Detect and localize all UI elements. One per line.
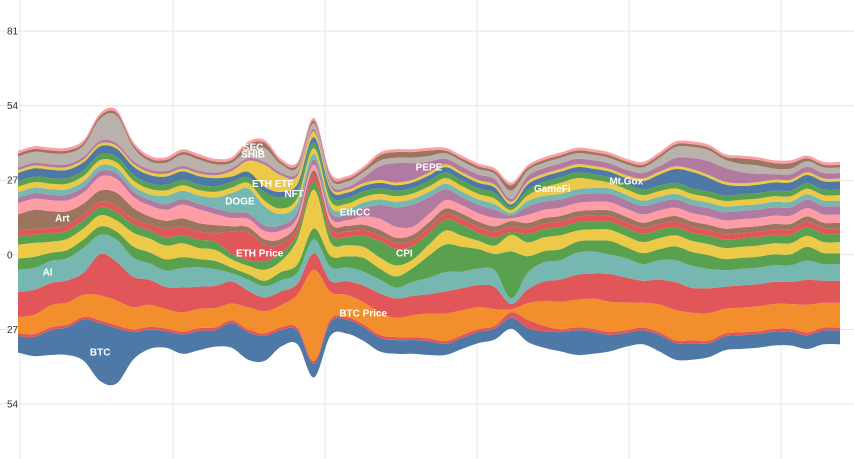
stream-layer-ai <box>18 234 840 305</box>
stream-label: GameFi <box>534 184 571 195</box>
y-axis: 81 54 27 0 27 54 <box>7 27 19 411</box>
stream-label: SEC <box>243 142 264 153</box>
stream-label: ETH ETF <box>252 179 294 190</box>
stream-layer-btc-price <box>18 269 840 362</box>
stream-label: ETH Price <box>236 249 284 260</box>
stream-layer-doge <box>18 153 840 227</box>
y-tick-label: 0 <box>7 250 13 261</box>
stream-layer-art <box>18 170 840 247</box>
stream-label: CPI <box>396 248 413 259</box>
stream-layer-cpi <box>18 181 840 270</box>
stream-layer-shib <box>18 113 840 200</box>
stream-label: DOGE <box>225 196 255 207</box>
stream-label: AI <box>43 268 53 279</box>
stream-layer-gamefi <box>18 148 840 215</box>
stream-layer-staking <box>18 189 840 281</box>
stream-layer-eth-etf <box>18 131 840 205</box>
stream-label: BTC Price <box>339 309 387 320</box>
stream-layer-ethcc <box>18 159 840 233</box>
stream-layer-layer2 <box>18 226 840 299</box>
stream-layer-mt-gox <box>18 137 840 208</box>
stream-layer-sec <box>18 110 840 191</box>
y-tick-label: 27 <box>7 176 19 187</box>
stream-label: SHIB <box>241 149 265 160</box>
stream-layer-defi <box>18 164 840 241</box>
stream-layer-halving <box>18 253 840 318</box>
stream-layers <box>18 107 840 386</box>
stream-label: NFT <box>284 189 303 200</box>
stream-layer-pepe <box>18 128 840 202</box>
stream-layer-btc <box>18 317 840 386</box>
stream-label: BTC <box>90 348 111 359</box>
stream-layer-web3 <box>18 107 840 186</box>
stream-layer-eth-price <box>18 175 840 262</box>
stream-label: EthCC <box>340 208 371 219</box>
y-tick-label: 54 <box>7 101 19 112</box>
stream-label: PEPE <box>416 163 443 174</box>
stream-label: Art <box>55 214 70 225</box>
stream-label: Mt.Gox <box>609 176 643 187</box>
stream-layer-ordinals <box>18 312 840 364</box>
y-tick-label: 81 <box>7 27 19 38</box>
y-tick-label: 27 <box>7 325 19 336</box>
y-tick-label: 54 <box>7 400 19 411</box>
